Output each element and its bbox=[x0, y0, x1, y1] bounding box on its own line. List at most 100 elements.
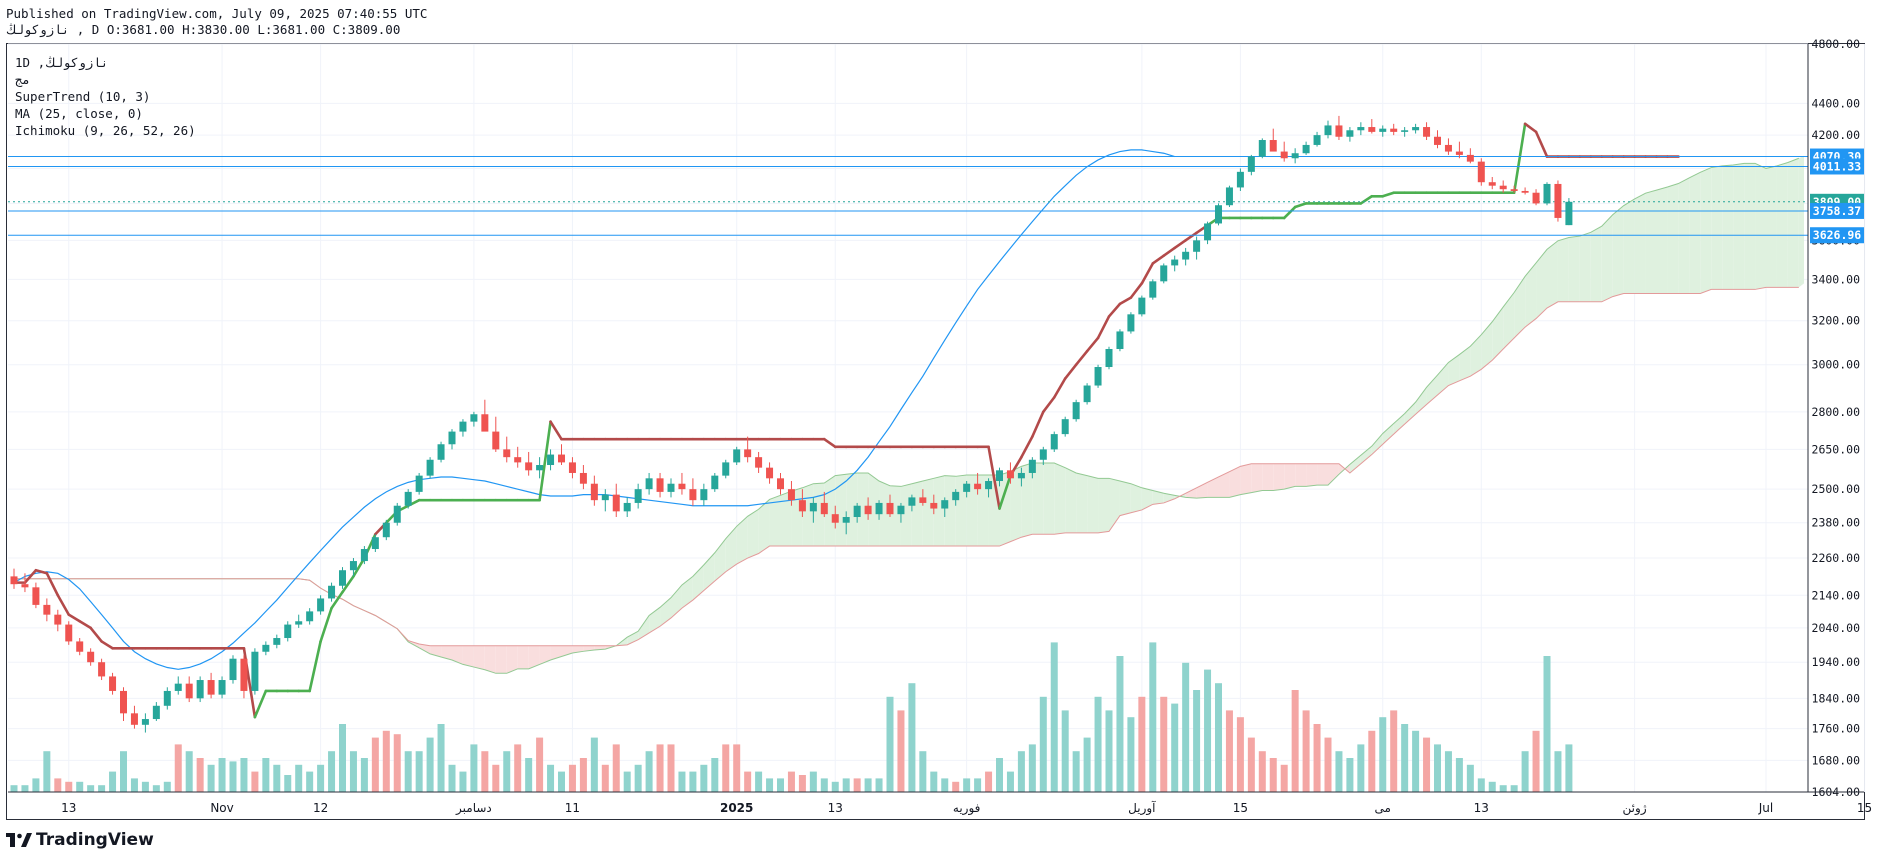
candle-body bbox=[1488, 182, 1496, 186]
ichimoku-cloud-segment bbox=[506, 645, 518, 674]
volume-bar bbox=[952, 781, 960, 792]
legend-supertrend[interactable]: SuperTrend (10, 3) bbox=[15, 89, 151, 104]
legend-ichimoku[interactable]: Ichimoku (9, 26, 52, 26) bbox=[15, 123, 196, 138]
candle-body bbox=[1094, 367, 1102, 386]
ichimoku-cloud-segment bbox=[1437, 362, 1449, 395]
volume-bar bbox=[87, 785, 95, 792]
ichimoku-cloud-segment bbox=[1481, 321, 1493, 370]
time-axis-tick-label: 11 bbox=[565, 801, 580, 815]
volume-bar bbox=[536, 737, 544, 792]
candle-body bbox=[689, 489, 697, 501]
time-axis-tick-label: 2025 bbox=[720, 801, 753, 815]
candle-body bbox=[525, 462, 533, 471]
ichimoku-cloud-segment bbox=[1207, 476, 1219, 498]
supertrend-segment bbox=[253, 689, 268, 719]
time-axis-tick-label: Jul bbox=[1758, 801, 1773, 815]
volume-bar bbox=[623, 771, 631, 792]
candle-body bbox=[996, 470, 1003, 482]
candle-body bbox=[393, 505, 401, 523]
candle-body bbox=[820, 502, 828, 515]
candle-body bbox=[459, 421, 467, 432]
volume-bar bbox=[831, 781, 839, 792]
candle-body bbox=[470, 414, 478, 422]
volume-bar bbox=[568, 764, 576, 792]
candle-body bbox=[1171, 259, 1179, 266]
candle-body bbox=[1466, 154, 1474, 162]
volume-bar bbox=[744, 771, 752, 792]
supertrend-segment bbox=[1129, 282, 1144, 299]
tradingview-logo[interactable]: TradingView bbox=[6, 830, 154, 850]
time-axis-tick-label: 12 bbox=[313, 801, 328, 815]
volume-bar bbox=[1521, 751, 1529, 792]
time-axis-tick-label: 15 bbox=[1857, 801, 1872, 815]
ichimoku-cloud-segment bbox=[1415, 387, 1427, 415]
candle-body bbox=[404, 491, 412, 506]
volume-bar bbox=[1247, 737, 1255, 792]
price-axis-tick-label: 4800.00 bbox=[1812, 37, 1861, 51]
candle-body bbox=[733, 449, 741, 463]
ichimoku-cloud-segment bbox=[1306, 463, 1318, 487]
volume-bar bbox=[174, 744, 182, 792]
volume-bar bbox=[163, 781, 171, 792]
ichimoku-cloud-segment bbox=[528, 645, 540, 669]
ichimoku-cloud-segment bbox=[1492, 306, 1504, 361]
volume-bar bbox=[711, 758, 719, 792]
candle-body bbox=[568, 462, 576, 473]
volume-bar bbox=[1280, 764, 1288, 792]
volume-bar bbox=[1094, 696, 1102, 792]
candle-body bbox=[656, 478, 664, 492]
candle-body bbox=[1499, 185, 1507, 190]
ichimoku-cloud-segment bbox=[1766, 165, 1777, 288]
candle-body bbox=[1379, 128, 1387, 132]
candle-body bbox=[875, 502, 883, 515]
volume-bar bbox=[963, 778, 971, 792]
volume-bar bbox=[777, 778, 784, 792]
volume-bar bbox=[722, 744, 730, 792]
candle-body bbox=[623, 502, 631, 512]
ichimoku-cloud-segment bbox=[1032, 463, 1044, 535]
candle-body bbox=[1006, 470, 1014, 479]
ichimoku-cloud-segment bbox=[1514, 276, 1526, 338]
supertrend-segment bbox=[1020, 435, 1034, 459]
candle-body bbox=[448, 431, 456, 445]
candle-body bbox=[798, 500, 806, 512]
ichimoku-cloud-segment bbox=[1689, 172, 1701, 294]
ichimoku-cloud-segment bbox=[868, 472, 880, 547]
volume-bar bbox=[1039, 696, 1047, 792]
volume-bar bbox=[10, 785, 18, 792]
supertrend-segment bbox=[89, 626, 103, 643]
ichimoku-cloud-segment bbox=[999, 471, 1011, 547]
legend-symbol[interactable]: 1D ,نازوكولڭ bbox=[15, 55, 109, 70]
ichimoku-cloud-segment bbox=[572, 645, 584, 654]
volume-bar bbox=[1171, 703, 1179, 792]
ichimoku-cloud-segment bbox=[1141, 487, 1153, 510]
volume-bar bbox=[1127, 717, 1135, 792]
volume-bar bbox=[360, 758, 368, 792]
supertrend-segment bbox=[1534, 130, 1549, 158]
volume-bar bbox=[1488, 781, 1496, 792]
volume-bar bbox=[667, 744, 675, 792]
ichimoku-cloud-segment bbox=[1196, 482, 1208, 499]
candle-body bbox=[492, 431, 500, 450]
volume-bar bbox=[317, 764, 325, 792]
volume-bar bbox=[492, 764, 500, 792]
ichimoku-cloud-segment bbox=[638, 615, 650, 640]
legend-ma[interactable]: MA (25, close, 0) bbox=[15, 106, 143, 121]
candle-body bbox=[963, 483, 971, 492]
volume-bar bbox=[1554, 751, 1562, 792]
volume-bar bbox=[1050, 642, 1058, 792]
candle-body bbox=[1247, 156, 1255, 172]
price-tag-label: 3758.37 bbox=[1813, 204, 1862, 218]
candle-body bbox=[766, 467, 774, 479]
ichimoku-cloud-segment bbox=[419, 643, 431, 654]
volume-bar bbox=[470, 744, 478, 792]
price-axis-tick-label: 3400.00 bbox=[1812, 272, 1861, 286]
supertrend-segment bbox=[1042, 396, 1056, 414]
ichimoku-cloud-segment bbox=[802, 483, 814, 547]
ichimoku-cloud-segment bbox=[484, 645, 496, 674]
time-axis-tick-label: آوریل bbox=[1128, 800, 1156, 816]
volume-bar bbox=[459, 771, 467, 792]
supertrend-segment bbox=[67, 613, 81, 623]
supertrend-segment bbox=[1140, 262, 1155, 285]
